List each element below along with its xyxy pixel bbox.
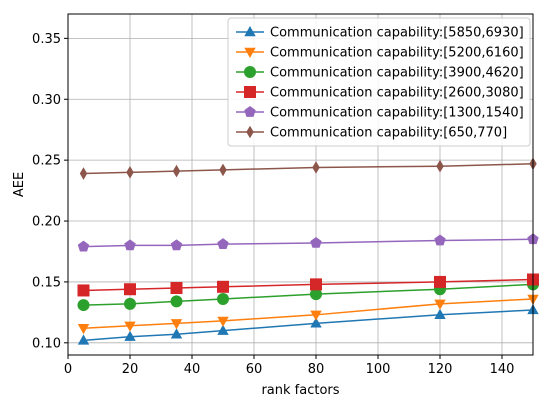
legend: Communication capability:[5850,6930] Comm…: [227, 17, 531, 147]
data-point: [172, 164, 181, 178]
data-point: [310, 317, 322, 328]
legend-label: Communication capability:[5200,6160]: [270, 46, 524, 61]
data-point: [434, 299, 446, 310]
data-point: [124, 330, 136, 341]
data-point: [77, 240, 90, 252]
y-tick-label: 0.35: [32, 32, 61, 47]
y-tick-label: 0.10: [32, 336, 61, 351]
data-point: [310, 278, 322, 291]
legend-marker: [244, 66, 256, 78]
data-point: [310, 288, 322, 301]
data-point: [217, 238, 229, 250]
data-point: [434, 308, 446, 320]
x-axis: 0 20 40 60 80 100 120 140: [64, 355, 515, 377]
legend-label: Communication capability:[5850,6930]: [270, 26, 524, 41]
x-tick-label: 40: [184, 362, 201, 377]
x-tick-label: 100: [366, 362, 391, 377]
x-tick-label: 120: [428, 362, 453, 377]
data-point: [310, 236, 322, 248]
data-point: [77, 299, 90, 312]
y-tick-label: 0.25: [32, 154, 61, 169]
series-4: [77, 233, 539, 252]
data-point: [170, 328, 183, 339]
plot-frame: [67, 13, 534, 356]
data-point: [170, 282, 183, 295]
series-line: [83, 278, 534, 292]
legend-label: Communication capability:[1300,1540]: [270, 106, 524, 121]
data-point: [217, 324, 229, 335]
x-tick-label: 60: [246, 362, 263, 377]
series-3: [77, 273, 539, 297]
data-point: [219, 163, 227, 177]
legend-marker: [244, 86, 256, 98]
y-axis-label: AEE: [12, 172, 27, 197]
legend-item: Communication capability:[2600,3080]: [236, 86, 524, 101]
data-point: [434, 234, 446, 246]
series-0: [77, 303, 539, 345]
data-point: [77, 334, 90, 345]
data-point: [124, 297, 136, 310]
legend-label: Communication capability:[3900,4620]: [270, 66, 524, 81]
data-point: [79, 167, 88, 180]
data-point: [170, 319, 183, 330]
legend-item: Communication capability:[1300,1540]: [236, 106, 524, 121]
legend-item: Communication capability:[3900,4620]: [236, 66, 524, 81]
series-2: [77, 278, 539, 312]
x-tick-label: 0: [64, 362, 72, 377]
y-tick-label: 0.15: [32, 275, 61, 290]
series-layer: [77, 157, 539, 345]
series-line: [83, 238, 534, 248]
legend-item: Communication capability:[5850,6930]: [236, 26, 524, 41]
legend-label: Communication capability:[650,770]: [270, 126, 507, 141]
data-point: [170, 295, 183, 308]
series-5: [79, 157, 537, 180]
x-tick-label: 80: [308, 362, 325, 377]
data-point: [170, 239, 183, 251]
x-tick-label: 140: [490, 362, 515, 377]
series-1: [77, 294, 539, 335]
legend-marker: [246, 125, 254, 139]
data-point: [126, 166, 134, 179]
data-point: [436, 159, 444, 173]
x-tick-label: 20: [122, 362, 139, 377]
data-point: [124, 239, 136, 251]
legend-marker: [244, 26, 256, 37]
legend-marker: [244, 106, 256, 117]
data-point: [124, 283, 136, 296]
legend-marker: [244, 47, 256, 58]
data-point: [217, 316, 229, 327]
data-point: [310, 310, 322, 321]
data-point: [217, 280, 229, 293]
legend-box: [227, 17, 531, 147]
legend-item: Communication capability:[650,770]: [236, 126, 507, 141]
x-axis-label: rank factors: [261, 383, 339, 398]
data-point: [434, 275, 446, 288]
y-tick-label: 0.20: [32, 215, 61, 230]
data-point: [217, 292, 229, 305]
y-axis: 0.10 0.15 0.20 0.25 0.30 0.35: [32, 32, 68, 351]
data-point: [312, 161, 320, 174]
data-point: [77, 324, 90, 335]
legend-item: Communication capability:[5200,6160]: [236, 46, 524, 61]
series-line: [83, 163, 534, 175]
data-point: [124, 321, 136, 332]
legend-label: Communication capability:[2600,3080]: [270, 86, 524, 101]
y-tick-label: 0.30: [32, 93, 61, 108]
data-point: [77, 284, 90, 297]
